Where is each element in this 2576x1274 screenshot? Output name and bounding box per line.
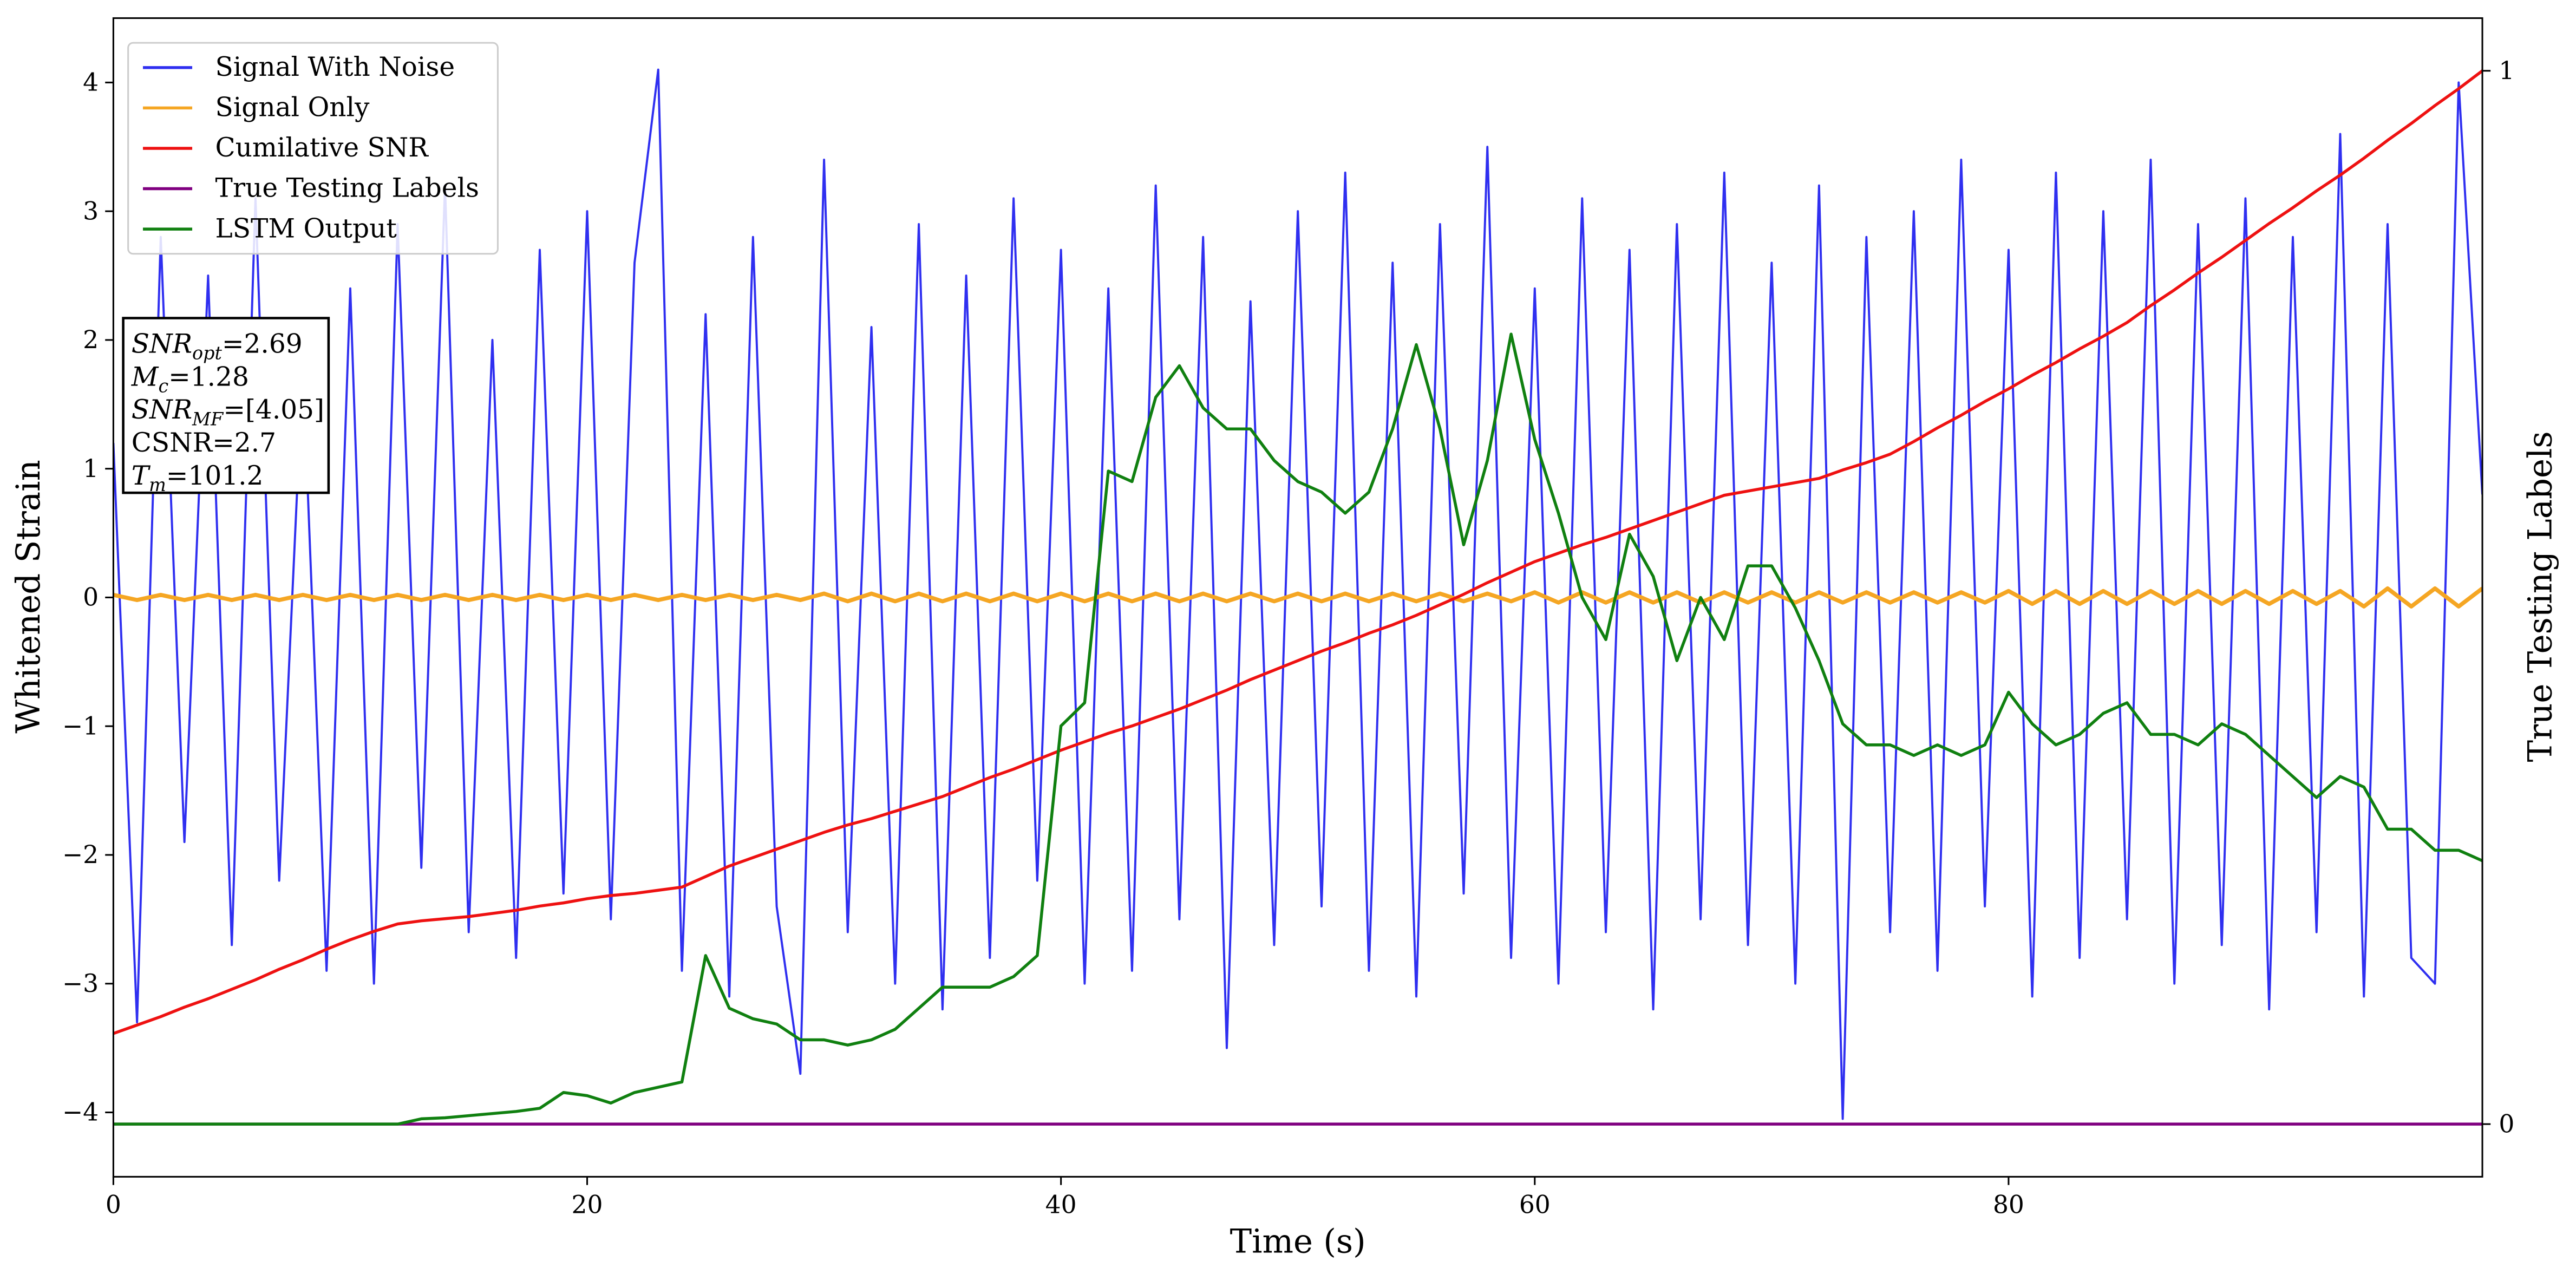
annotation-part: m [149,474,166,495]
annotation-part: CSNR=2.7 [132,428,276,458]
plot-frame [112,17,2483,1178]
series-line [113,69,2483,1035]
y-tick-label: 0 [83,583,99,612]
x-tick-label: 60 [1519,1190,1551,1219]
legend: Signal With Noise Signal Only Cumilative S… [127,42,499,255]
annotation-part: =101.2 [166,461,264,491]
annotation-part: SNR [132,329,192,359]
x-tick-label: 20 [572,1190,603,1219]
legend-label: LSTM Output [215,213,397,244]
legend-label: Signal With Noise [215,52,455,82]
series-line [113,586,2483,609]
annotation-part: SNR [132,395,192,425]
x-axis-label: Time (s) [1230,1223,1366,1260]
annotation-line: CSNR=2.7 [132,428,276,458]
x-tick-label: 40 [1045,1190,1077,1219]
annotation-line: SNRopt=2.69 [132,329,303,363]
series-line [113,332,2483,1126]
annotation-part: M [131,362,159,392]
y2-tick-label: 1 [2499,56,2514,85]
annotation-part: c [158,375,168,396]
annotation-part: =1.28 [168,362,249,392]
legend-label: Signal Only [215,93,370,123]
annotation-part: =2.69 [222,329,303,359]
x-tick-label: 80 [1993,1190,2024,1219]
legend-label: Cumilative SNR [215,133,429,163]
y-tick-label: −4 [62,1098,99,1127]
annotation-part: opt [192,343,222,364]
annotation-part: T [132,461,151,491]
annotation-line: Tm=101.2 [132,461,264,495]
y-tick-label: 1 [83,454,99,483]
annotation-part: =[4.05] [223,395,324,425]
y2-tick-label: 0 [2499,1109,2514,1138]
y-tick-label: −2 [62,840,99,869]
y-tick-label: 2 [83,325,99,354]
y-axis-label: Whitened Strain [10,460,48,733]
y-tick-label: −1 [62,711,99,740]
annotation-box [122,317,330,494]
annotation-line: SNRMF=[4.05] [132,395,324,429]
y-tick-label: −3 [62,969,99,998]
legend-box [127,42,499,255]
y2-axis-label: True Testing Labels [2522,431,2560,762]
annotation: SNRopt=2.69Mc=1.28SNRMF=[4.05]CSNR=2.7Tm… [122,317,330,495]
annotation-line: Mc=1.28 [131,362,249,396]
y-tick-label: 3 [83,197,99,225]
series-line [113,68,2483,1120]
x-tick-label: 0 [106,1190,121,1219]
annotation-part: MF [192,408,224,429]
y-tick-label: 4 [83,68,99,97]
legend-label: True Testing Labels [215,173,479,204]
